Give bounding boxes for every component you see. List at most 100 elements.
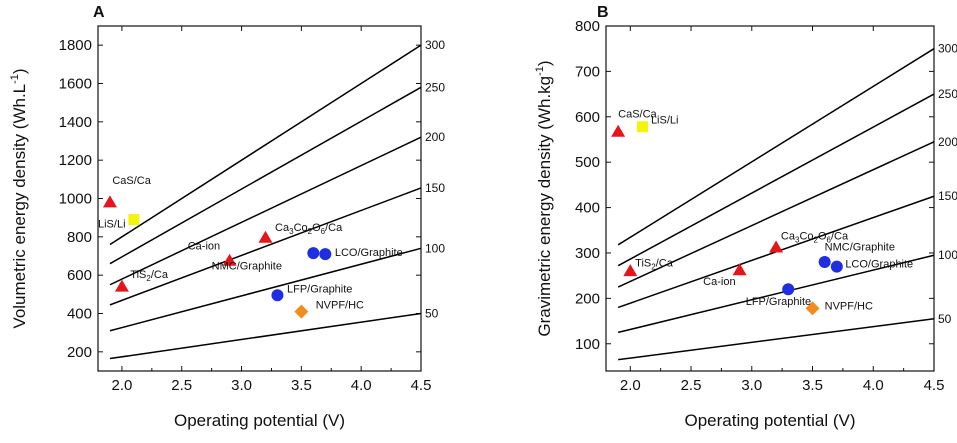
x-tick-label: 4.5 [924, 377, 945, 394]
annotation-subscript: 2 [146, 274, 151, 283]
annotation-ca-ion: Ca-ion [188, 240, 220, 252]
panel-label: B [597, 4, 609, 21]
annotation-subscript: 2 [651, 263, 656, 272]
y-tick-label: 400 [67, 306, 92, 323]
x-tick-label: 4.0 [351, 377, 372, 394]
y-tick-label: 500 [575, 154, 600, 171]
annotation-text: O [312, 222, 321, 234]
annotation-text: /Ca [325, 222, 343, 234]
y-axis-label-sup: -1 [534, 66, 546, 76]
y-axis-label-text: Gravimetric energy density (Wh.kg [535, 76, 554, 337]
annotation-nmc-graphite: NMC/Graphite [825, 241, 895, 253]
point-nmc-graphite [818, 256, 831, 269]
annotation-text: CaS/Ca [112, 175, 151, 187]
annotation-text: LiS/Li [651, 115, 679, 127]
annotation-text: /Ca [656, 258, 674, 270]
annotation-text: TiS [635, 258, 651, 270]
annotation-text: /Ca [151, 269, 169, 281]
annotation-nvpf-hc: NVPF/HC [316, 300, 364, 312]
x-tick-label: 3.0 [231, 377, 252, 394]
plot-frame [97, 25, 422, 372]
x-tick-label: 4.5 [411, 377, 432, 394]
annotation-text: /Ca [831, 230, 849, 242]
y-tick-label: 300 [575, 245, 600, 262]
y-axis-label-close: ) [535, 60, 554, 66]
annotation-subscript: 6 [827, 235, 832, 244]
y-tick-label: 600 [575, 109, 600, 126]
plot-frame [605, 25, 935, 372]
y-tick-label: 200 [67, 344, 92, 361]
iso-line-50 [109, 312, 422, 360]
annotation-subscript: 6 [321, 227, 326, 236]
annotation-lis-li: LiS/Li [98, 218, 126, 230]
annotation-tis-ca: TiS2/Ca [635, 258, 674, 272]
y-tick-label: 600 [67, 267, 92, 284]
iso-line-label-300: 300 [425, 38, 445, 52]
iso-line-label-200: 200 [425, 130, 445, 144]
point-lfp-graphite [271, 289, 284, 302]
annotation-ca-ion: Ca-ion [703, 276, 735, 288]
annotation-lco-graphite: LCO/Graphite [335, 247, 403, 259]
x-tick-label: 3.5 [802, 377, 823, 394]
y-tick-label: 800 [575, 18, 600, 35]
panel-label: A [93, 4, 105, 21]
annotation-cas-ca: CaS/Ca [618, 109, 657, 121]
y-tick-label: 200 [575, 290, 600, 307]
annotation-text: LFP/Graphite [287, 283, 352, 295]
annotation-lis-li: LiS/Li [651, 115, 679, 127]
annotation-text: NVPF/HC [316, 300, 364, 312]
point-cas-ca [102, 195, 117, 208]
annotation-text: CaS/Ca [618, 109, 657, 121]
annotation-subscript: 3 [289, 227, 294, 236]
x-axis-label: Operating potential (V) [174, 411, 345, 430]
annotation-cacoo-ca: Ca3Co2O6/Ca [781, 230, 849, 244]
iso-line-label-100: 100 [425, 241, 445, 255]
point-lis-li [128, 214, 140, 226]
iso-line-label-300: 300 [938, 42, 957, 56]
iso-line-label-200: 200 [938, 135, 957, 149]
iso-line-100 [109, 247, 422, 332]
annotation-subscript: 2 [814, 235, 819, 244]
annotation-cacoo-ca: Ca3Co2O6/Ca [275, 222, 343, 236]
iso-line-200 [109, 136, 422, 286]
point-lco-graphite [319, 248, 332, 261]
annotation-text: Ca-ion [703, 276, 735, 288]
annotation-tis-ca: TiS2/Ca [130, 269, 169, 283]
iso-line-150 [109, 187, 422, 306]
annotation-text: LCO/Graphite [845, 259, 913, 271]
iso-line-50 [618, 318, 935, 361]
annotation-text: Ca-ion [188, 240, 220, 252]
point-ca3co2o6-ca [769, 240, 784, 253]
y-axis-label-text: Volumetric energy density (Wh.L [10, 84, 29, 329]
x-tick-label: 2.0 [620, 377, 641, 394]
annotation-text: LCO/Graphite [335, 247, 403, 259]
y-tick-label: 700 [575, 63, 600, 80]
y-tick-label: 1000 [59, 191, 92, 208]
annotation-text: NMC/Graphite [825, 241, 895, 253]
y-axis-label-sup: -1 [9, 74, 21, 84]
y-tick-label: 1400 [59, 114, 92, 131]
annotation-lfp-graphite: LFP/Graphite [746, 296, 811, 308]
y-tick-label: 1800 [59, 37, 92, 54]
annotation-text: Ca [781, 230, 796, 242]
x-tick-label: 4.0 [863, 377, 884, 394]
point-lis-li [636, 121, 648, 133]
iso-line-label-150: 150 [938, 189, 957, 203]
x-tick-label: 3.0 [741, 377, 762, 394]
y-tick-label: 100 [575, 336, 600, 353]
panel-a: A 2.0 2.5 3.0 3.5 4.0 4.5 200 400 600 800 1000 1200 1… [9, 4, 445, 430]
annotation-text: NVPF/HC [825, 301, 873, 313]
annotation-subscript: 2 [308, 227, 313, 236]
annotation-subscript: 3 [795, 235, 800, 244]
point-ca-ion [222, 253, 237, 266]
annotation-lfp-graphite: LFP/Graphite [287, 283, 352, 295]
y-axis-label-close: ) [10, 68, 29, 74]
iso-line-300 [109, 44, 422, 246]
x-axis-label: Operating potential (V) [684, 411, 855, 430]
point-cas-ca [611, 124, 626, 137]
y-tick-label: 1200 [59, 152, 92, 169]
x-tick-label: 2.5 [171, 377, 192, 394]
iso-line-label-50: 50 [938, 312, 952, 326]
point-tis2-ca [623, 264, 638, 277]
